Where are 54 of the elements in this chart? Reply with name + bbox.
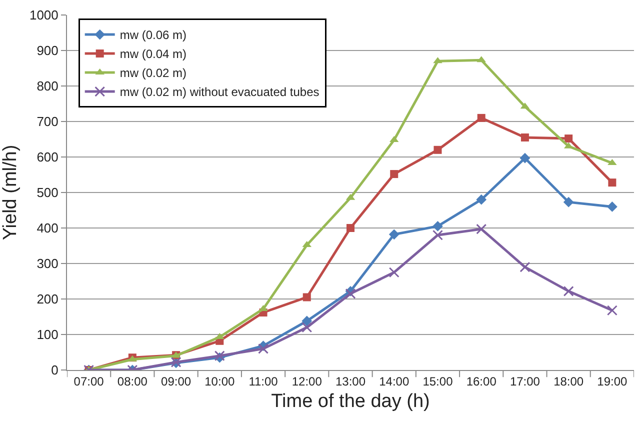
y-tick-label: 600 bbox=[36, 150, 58, 165]
point bbox=[346, 224, 354, 232]
point bbox=[345, 288, 356, 299]
point bbox=[563, 196, 574, 208]
point bbox=[302, 293, 311, 302]
legend-label: mw (0.02 m) bbox=[120, 66, 187, 80]
point bbox=[520, 152, 530, 164]
legend-label: mw (0.02 m) without evacuated tubes bbox=[120, 85, 320, 100]
point bbox=[302, 316, 312, 326]
point bbox=[520, 262, 530, 272]
x-tick-label: 13:00 bbox=[335, 374, 366, 388]
point bbox=[608, 178, 616, 187]
y-tick-label: 200 bbox=[36, 292, 58, 307]
y-tick-label: 400 bbox=[36, 220, 58, 236]
y-tick-label: 0 bbox=[51, 362, 58, 378]
x-tick-label: 07:00 bbox=[74, 374, 104, 388]
y-tick-label: 1000 bbox=[29, 8, 58, 23]
point bbox=[434, 146, 442, 154]
x-tick-label: 14:00 bbox=[379, 374, 410, 388]
x-tick-label: 18:00 bbox=[554, 374, 584, 388]
y-tick-label: 800 bbox=[36, 78, 58, 94]
y-tick-label: 500 bbox=[36, 185, 58, 200]
point bbox=[476, 224, 487, 234]
point bbox=[388, 229, 400, 240]
point bbox=[606, 305, 618, 316]
legend-label: mw (0.04 m) bbox=[120, 47, 187, 62]
x-axis-title: Time of the day (h) bbox=[271, 391, 430, 412]
point bbox=[476, 194, 487, 205]
x-tick-label: 08:00 bbox=[117, 374, 148, 388]
point bbox=[477, 114, 486, 122]
point bbox=[606, 202, 618, 212]
point bbox=[258, 343, 269, 354]
x-tick-label: 09:00 bbox=[161, 374, 192, 388]
point bbox=[563, 286, 574, 296]
point bbox=[520, 133, 529, 142]
x-tick-label: 12:00 bbox=[292, 374, 322, 388]
x-tick-label: 19:00 bbox=[597, 374, 628, 388]
y-tick-label: 100 bbox=[36, 327, 58, 342]
point bbox=[432, 221, 443, 232]
x-tick-label: 17:00 bbox=[510, 374, 540, 388]
point bbox=[432, 230, 443, 240]
y-tick-label: 300 bbox=[36, 256, 58, 272]
x-tick-label: 11:00 bbox=[248, 374, 278, 388]
point bbox=[390, 170, 398, 178]
y-tick-label: 900 bbox=[36, 43, 58, 58]
legend-label: mw (0.06 m) bbox=[120, 28, 187, 42]
y-tick-label: 700 bbox=[36, 114, 58, 130]
point bbox=[388, 267, 400, 278]
x-tick-label: 15:00 bbox=[422, 374, 454, 388]
x-tick-label: 10:00 bbox=[204, 374, 235, 388]
y-axis-title: Yield (ml/h) bbox=[0, 144, 21, 240]
point bbox=[302, 322, 312, 333]
x-tick-label: 16:00 bbox=[466, 374, 497, 388]
point bbox=[564, 134, 573, 143]
